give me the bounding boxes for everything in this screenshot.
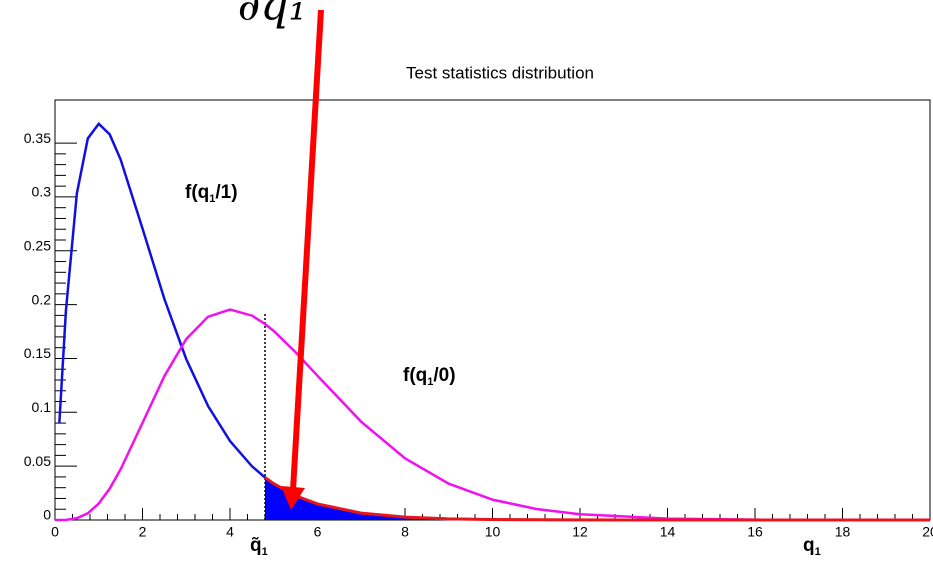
y-tick-label: 0.25 — [24, 237, 51, 253]
y-tick-label: 0.3 — [32, 184, 52, 200]
x-tick-label: 16 — [747, 524, 763, 540]
x-axis-label: q1 — [803, 535, 821, 558]
series-label: f(q1/0) — [403, 365, 456, 388]
tail-edge — [264, 476, 930, 522]
shaded-tail — [265, 477, 930, 520]
x-tick-label: 4 — [226, 524, 234, 540]
x-tick-label: 6 — [314, 524, 322, 540]
x-tick-label: 0 — [51, 524, 59, 540]
y-tick-label: 0 — [43, 507, 51, 523]
formula: ∂q₁ — [238, 0, 307, 31]
arrow-head — [281, 486, 305, 510]
marks: 0 0.05 0.1 0.15 0.2 0.25 0.3 0.35 0 2 4 6 8 10 12 14 16 1… — [24, 121, 933, 540]
x-tick-label: 20 — [922, 524, 933, 540]
y-tick-label: 0.35 — [24, 130, 51, 146]
arrow-shaft — [290, 9, 324, 491]
annotation-arrow — [281, 9, 324, 510]
x-tick-label: 12 — [572, 524, 588, 540]
threshold-label: q̃1 — [250, 535, 268, 558]
y-tick-label: 0.2 — [32, 291, 52, 307]
y-tick-label: 0.1 — [32, 399, 52, 415]
x-tick-label: 2 — [139, 524, 147, 540]
series-label: f(q1/1) — [185, 182, 238, 205]
y-tick-label: 0.05 — [24, 453, 51, 469]
x-tick-label: 10 — [485, 524, 501, 540]
x-tick-label: 18 — [835, 524, 851, 540]
plot-frame — [54, 99, 931, 521]
x-tick-label: 14 — [660, 524, 676, 540]
chart-title: Test statistics distribution — [406, 63, 594, 82]
x-tick-label: 8 — [401, 524, 409, 540]
series-line — [55, 308, 931, 522]
y-tick-label: 0.15 — [24, 345, 51, 361]
